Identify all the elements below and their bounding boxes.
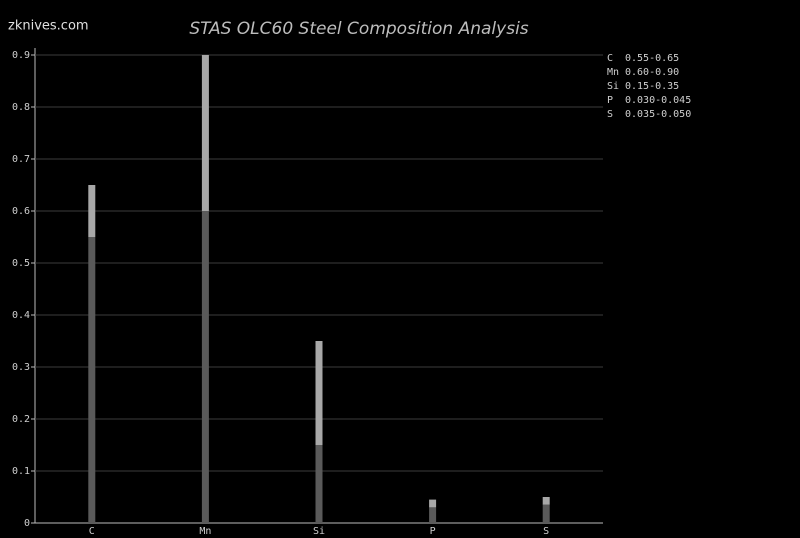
chart-title: STAS OLC60 Steel Composition Analysis bbox=[189, 19, 528, 39]
x-tick-label: S bbox=[543, 526, 549, 537]
legend-range: 0.55-0.65 bbox=[625, 53, 679, 64]
bar-max-segment bbox=[88, 185, 96, 237]
bar-min-segment bbox=[88, 237, 96, 523]
bar-min-segment bbox=[315, 445, 323, 523]
legend-symbol: S bbox=[607, 109, 613, 120]
y-tick-label: 0.6 bbox=[12, 206, 30, 217]
legend-symbol: C bbox=[607, 53, 613, 64]
y-tick-label: 0 bbox=[24, 518, 30, 529]
bar-min-segment bbox=[429, 507, 437, 523]
legend-range: 0.030-0.045 bbox=[625, 95, 691, 106]
legend-symbol: Si bbox=[607, 81, 619, 92]
x-tick-label: C bbox=[89, 526, 95, 537]
bar-min-segment bbox=[201, 211, 209, 523]
y-tick-label: 0.2 bbox=[12, 414, 30, 425]
y-tick-label: 0.5 bbox=[12, 258, 30, 269]
legend-range: 0.60-0.90 bbox=[625, 67, 679, 78]
y-tick-label: 0.4 bbox=[12, 310, 30, 321]
x-tick-label: P bbox=[430, 526, 436, 537]
y-tick-label: 0.1 bbox=[12, 466, 30, 477]
bar-max-segment bbox=[315, 341, 323, 445]
bar-max-segment bbox=[542, 497, 550, 505]
watermark: zknives.com bbox=[8, 19, 89, 34]
bar-max-segment bbox=[429, 499, 437, 508]
legend-symbol: Mn bbox=[607, 67, 619, 78]
y-tick-label: 0.9 bbox=[12, 50, 30, 61]
legend-symbol: P bbox=[607, 95, 613, 106]
y-tick-label: 0.3 bbox=[12, 362, 30, 373]
bar-min-segment bbox=[542, 504, 550, 523]
x-tick-label: Mn bbox=[199, 526, 211, 537]
x-tick-label: Si bbox=[313, 526, 325, 537]
bar-max-segment bbox=[201, 55, 209, 211]
legend-range: 0.15-0.35 bbox=[625, 81, 679, 92]
y-tick-label: 0.8 bbox=[12, 102, 30, 113]
legend-range: 0.035-0.050 bbox=[625, 109, 691, 120]
y-tick-label: 0.7 bbox=[12, 154, 30, 165]
